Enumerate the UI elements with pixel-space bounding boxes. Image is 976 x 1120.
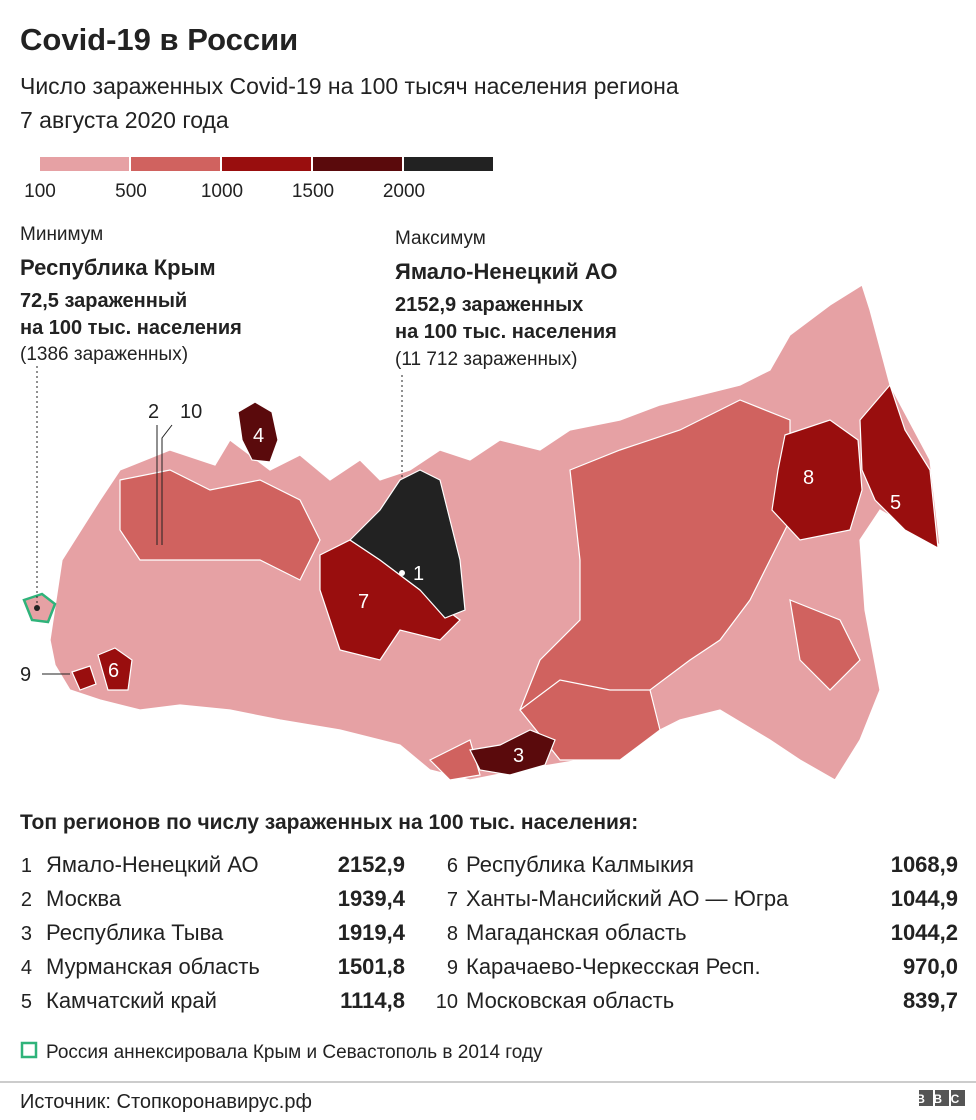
min-rate: 72,5 зараженный (20, 290, 187, 312)
map-marker: 5 (890, 492, 901, 514)
rate-value: 2152,9 (338, 852, 405, 877)
region-name: Мурманская область (46, 954, 260, 979)
map-marker: 8 (803, 467, 814, 489)
map: 1 2 3 4 5 6 7 8 9 10 (20, 284, 941, 781)
rate-value: 1068,9 (891, 852, 958, 877)
region (428, 739, 481, 781)
rank: 5 (21, 991, 32, 1013)
legend-swatch (222, 157, 311, 171)
rank: 6 (447, 855, 458, 877)
rank: 8 (447, 923, 458, 945)
map-marker: 2 (148, 401, 159, 423)
region-name: Камчатский край (46, 988, 217, 1013)
legend-label: 1000 (201, 181, 243, 202)
rate-value: 1044,9 (891, 886, 958, 911)
rank: 2 (21, 889, 32, 911)
region (469, 729, 556, 776)
map-marker: 10 (180, 401, 202, 423)
crimea-dot (34, 605, 40, 611)
title: Covid-19 в России (20, 22, 298, 57)
min-label: Минимум (20, 224, 103, 245)
legend: 100 500 1000 1500 2000 (24, 157, 493, 202)
table-title: Топ регионов по числу зараженных на 100 … (20, 811, 638, 834)
region-name: Магаданская область (466, 920, 687, 945)
region-name: Москва (46, 886, 122, 911)
rate-value: 1501,8 (338, 954, 405, 979)
rank: 9 (447, 957, 458, 979)
rate-value: 1919,4 (338, 920, 406, 945)
max-label: Максимум (395, 228, 486, 249)
subtitle: Число зараженных Covid-19 на 100 тысяч н… (20, 73, 679, 99)
region-name: Ямало-Ненецкий АО (46, 852, 259, 877)
min-region: Республика Крым (20, 255, 216, 280)
legend-swatch (313, 157, 402, 171)
leader-line (161, 424, 173, 545)
max-total: (11 712 зараженных) (395, 349, 577, 370)
rank: 7 (447, 889, 458, 911)
legend-swatch (404, 157, 493, 171)
rank: 4 (21, 957, 32, 979)
rate-value: 1044,2 (891, 920, 958, 945)
legend-label: 1500 (292, 181, 334, 202)
map-marker: 1 (413, 563, 424, 585)
legend-label: 2000 (383, 181, 425, 202)
region (97, 647, 133, 691)
table: 1 Ямало-Ненецкий АО 2152,9 2 Москва 1939,4 3 Ре… (21, 852, 958, 1013)
max-region: Ямало-Ненецкий АО (395, 259, 618, 284)
rate-value: 839,7 (903, 988, 958, 1013)
yamal-dot (399, 570, 405, 576)
footnote-swatch (20, 1041, 38, 1059)
map-marker: 4 (253, 425, 264, 447)
region (119, 469, 321, 581)
legend-label: 500 (115, 181, 147, 202)
map-markers: 1 2 3 4 5 6 7 8 9 10 (20, 401, 901, 767)
region (789, 599, 861, 691)
min-total: (1386 зараженных) (20, 344, 188, 365)
legend-swatch (131, 157, 220, 171)
region (859, 383, 939, 550)
footnote: Россия аннексировала Крым и Севастополь … (46, 1042, 543, 1063)
region-name: Московская область (466, 988, 674, 1013)
min-rate: на 100 тыс. населения (20, 317, 242, 339)
rate-value: 1939,4 (338, 886, 406, 911)
source: Источник: Стопкоронавирус.рф (20, 1091, 312, 1113)
rank: 1 (21, 855, 32, 877)
region (349, 469, 466, 619)
rate-value: 1114,8 (340, 988, 405, 1013)
region (519, 399, 791, 731)
region-name: Карачаево-Черкесская Респ. (466, 954, 761, 979)
rate-value: 970,0 (903, 954, 958, 979)
map-marker: 6 (108, 660, 119, 682)
max-rate: 2152,9 зараженных (395, 294, 583, 316)
subtitle: 7 августа 2020 года (20, 107, 229, 133)
logo-text: BBC (916, 1092, 968, 1106)
region-name: Республика Калмыкия (466, 852, 694, 877)
max-rate: на 100 тыс. населения (395, 321, 617, 343)
map-marker: 9 (20, 664, 31, 686)
map-marker: 3 (513, 745, 524, 767)
legend-label: 100 (24, 181, 56, 202)
legend-swatch (40, 157, 129, 171)
rank: 10 (436, 991, 458, 1013)
rank: 3 (21, 923, 32, 945)
map-marker: 7 (358, 591, 369, 613)
region (771, 419, 863, 541)
region (237, 401, 279, 463)
region (71, 665, 97, 691)
region-name: Ханты-Мансийский АО — Югра (466, 886, 789, 911)
logo: BBC (916, 1090, 968, 1106)
region-name: Республика Тыва (46, 920, 224, 945)
